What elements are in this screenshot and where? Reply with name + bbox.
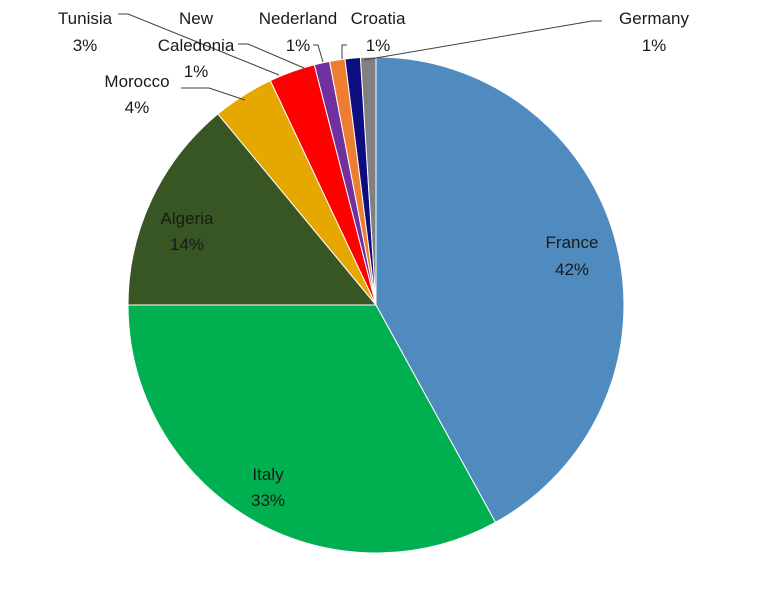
data-label-tunisia: Tunisia 3%	[58, 9, 113, 55]
data-label-morocco: Morocco 4%	[104, 72, 169, 117]
data-label-germany: Germany 1%	[619, 9, 689, 55]
leader-line-germany	[363, 20, 602, 61]
leader-line-morocco	[181, 87, 246, 101]
data-label-croatia: Croatia 1%	[351, 9, 406, 55]
data-label-algeria: Algeria 14%	[161, 209, 214, 254]
pie-slice-germany	[359, 56, 377, 306]
pie-slices	[127, 56, 625, 554]
pie-slice-france	[375, 56, 625, 523]
leader-lines	[118, 13, 602, 101]
data-label-italy: Italy 33%	[251, 465, 285, 510]
leader-line-new-caledonia	[238, 43, 305, 69]
data-label-nederland: Nederland 1%	[259, 9, 337, 55]
data-label-france: France 42%	[546, 233, 599, 279]
leader-line-croatia	[341, 44, 347, 59]
leader-line-nederland	[313, 44, 324, 63]
leader-line-tunisia	[118, 13, 280, 76]
slice-labels: France 42% Italy 33% Algeria 14% Morocco 4% Tuni…	[58, 9, 690, 510]
data-label-new-caledonia: New Caledonia 1%	[158, 9, 235, 81]
pie-slice-algeria	[127, 113, 378, 306]
pie-slice-italy	[127, 304, 497, 554]
